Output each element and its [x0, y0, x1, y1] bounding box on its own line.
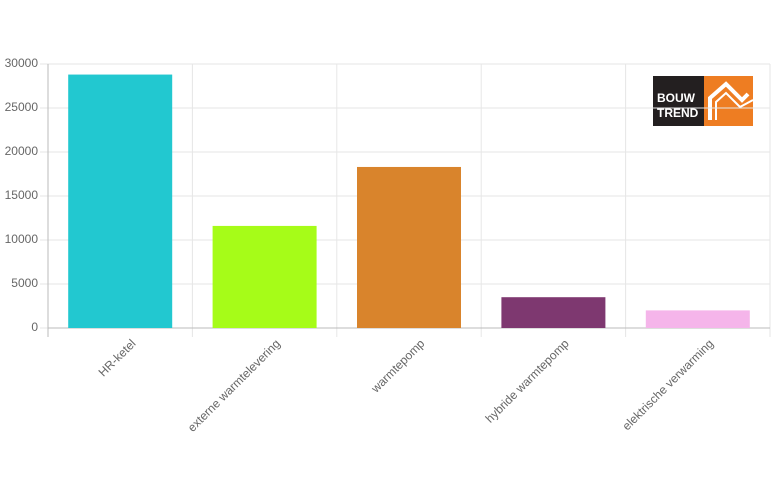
- y-tick-label: 0: [31, 320, 38, 334]
- bar: [501, 297, 606, 328]
- x-tick-label: warmtepomp: [368, 336, 428, 396]
- y-tick-label: 30000: [5, 56, 39, 70]
- logo-dark: [653, 76, 704, 126]
- logo-line1: BOUW: [657, 91, 696, 105]
- x-tick-label: elektrische verwarming: [619, 336, 716, 433]
- logo: BOUW TREND: [653, 76, 754, 126]
- logo-line2: TREND: [657, 106, 699, 120]
- y-tick-label: 25000: [5, 100, 39, 114]
- bar: [357, 166, 461, 328]
- y-tick-label: 15000: [5, 188, 39, 202]
- y-tick-label: 5000: [11, 276, 38, 290]
- bar: [68, 74, 173, 328]
- bar: [645, 310, 750, 328]
- x-tick-label: externe warmtelevering: [185, 336, 283, 434]
- x-tick-label: HR-ketel: [96, 336, 139, 379]
- x-tick-label: hybride warmtepomp: [483, 336, 572, 425]
- bar: [212, 225, 317, 328]
- y-tick-label: 10000: [5, 232, 39, 246]
- logo-house: [708, 81, 750, 120]
- y-tick-label: 20000: [5, 144, 39, 158]
